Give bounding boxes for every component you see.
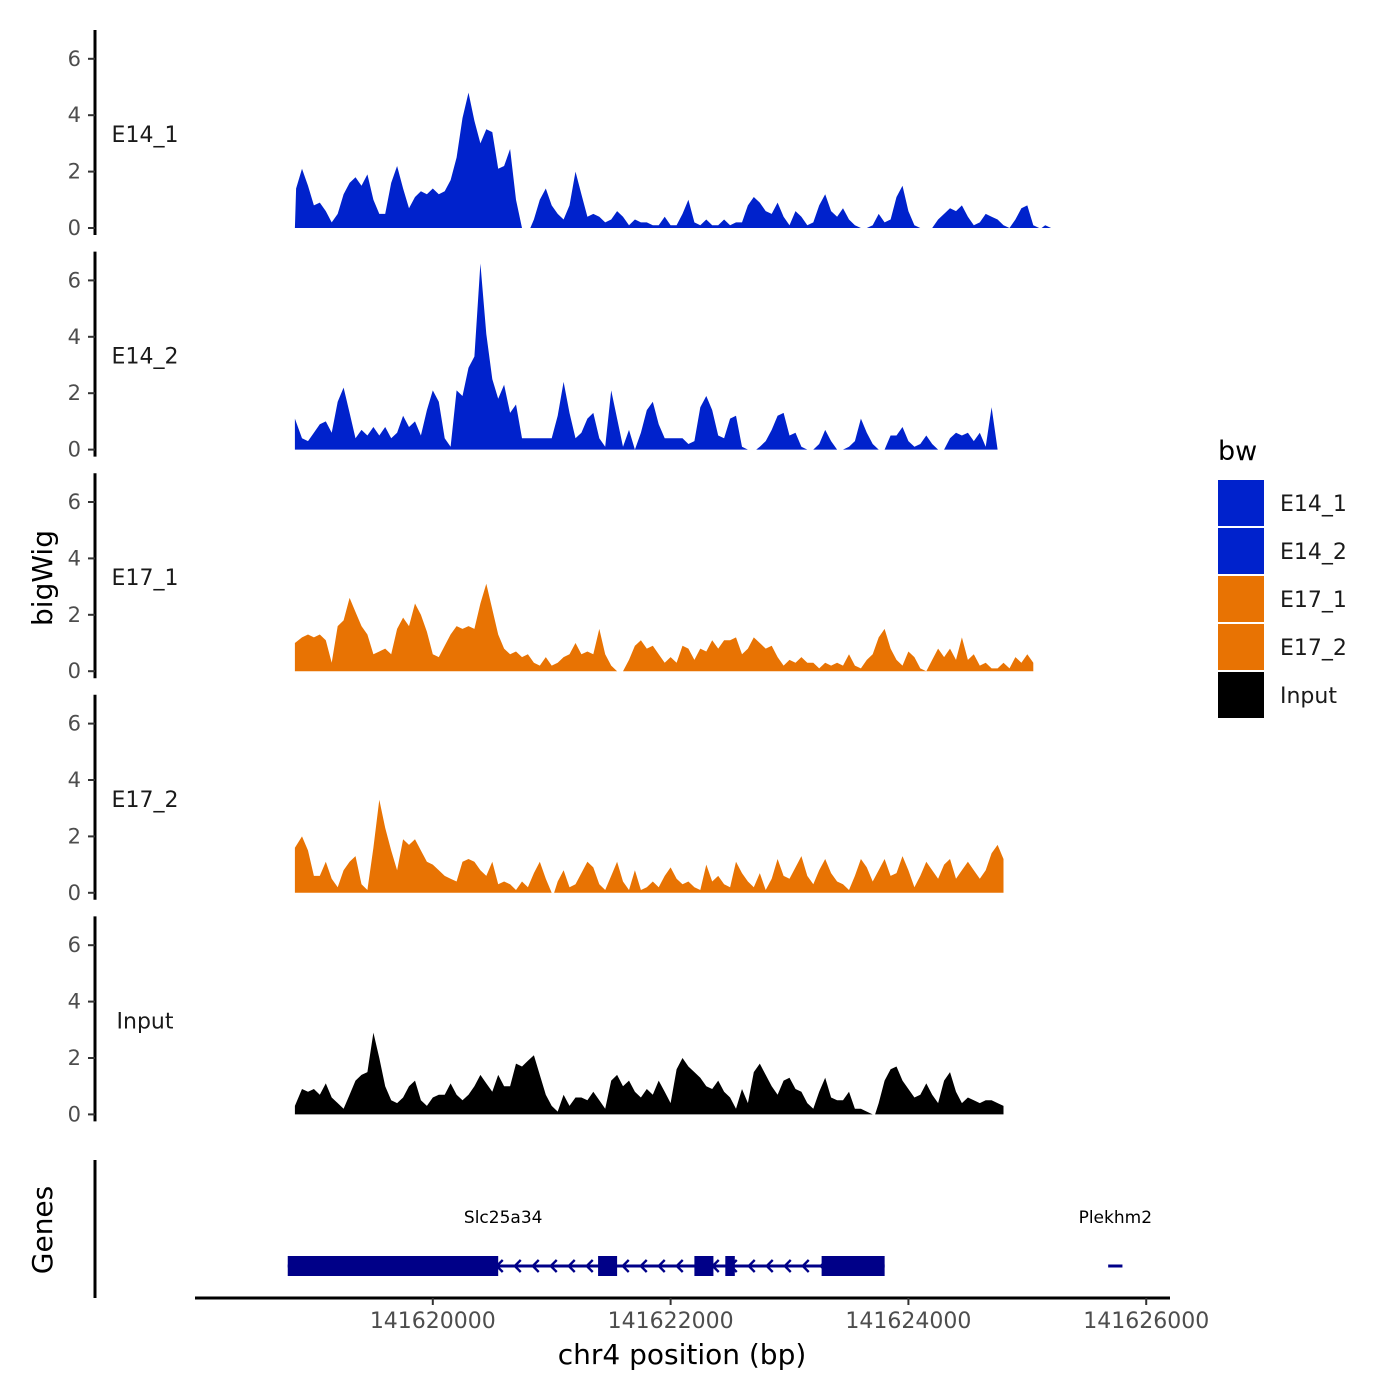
- y-tick-label: 0: [68, 1102, 81, 1126]
- y-tick-label: 6: [68, 712, 81, 736]
- strand-arrow: [639, 1259, 648, 1273]
- exon: [598, 1256, 618, 1276]
- y-tick-label: 6: [68, 47, 81, 71]
- area-E14_1: [294, 92, 1052, 228]
- strand-arrow: [657, 1259, 666, 1273]
- y-tick-label: 4: [68, 325, 81, 349]
- track-Input: 0 2 4 6 Input: [68, 916, 1004, 1126]
- area-Input: [294, 1032, 1004, 1115]
- genes-axis-title: Genes: [26, 1186, 59, 1274]
- gene-Plekhm2: Plekhm2: [1079, 1208, 1152, 1268]
- y-tick-label: 6: [68, 490, 81, 514]
- x-tick-label: 141626000: [1083, 1309, 1209, 1334]
- track-label: E17_2: [112, 788, 179, 813]
- gene-label: Slc25a34: [464, 1208, 543, 1228]
- exon: [694, 1256, 714, 1276]
- legend-swatch: [1218, 528, 1264, 574]
- track-E14_1: 0 2 4 6 E14_1: [68, 30, 1052, 240]
- gene-label: Plekhm2: [1079, 1208, 1152, 1228]
- exon: [725, 1256, 735, 1276]
- exon: [287, 1256, 499, 1276]
- y-tick-label: 2: [68, 1046, 81, 1070]
- y-tick-label: 4: [68, 768, 81, 792]
- y-axis-title: bigWig: [26, 530, 59, 626]
- strand-arrow: [747, 1259, 756, 1273]
- y-tick-label: 0: [68, 216, 81, 240]
- strand-arrow: [513, 1259, 522, 1273]
- exon: [821, 1256, 885, 1276]
- y-tick-label: 2: [68, 381, 81, 405]
- strand-arrow: [567, 1259, 576, 1273]
- y-tick-label: 0: [68, 881, 81, 905]
- y-tick-label: 0: [68, 659, 81, 683]
- y-tick-label: 6: [68, 268, 81, 292]
- track-label: Input: [117, 1009, 174, 1034]
- legend-swatch: [1218, 624, 1264, 670]
- legend-label: Input: [1280, 684, 1337, 709]
- strand-arrow: [621, 1259, 630, 1273]
- strand-arrow: [801, 1259, 810, 1273]
- y-tick-label: 0: [68, 438, 81, 462]
- legend: bw E14_1 E14_2 E17_1 E17_2 Input: [1218, 436, 1347, 718]
- track-E14_2: 0 2 4 6 E14_2: [68, 251, 998, 462]
- strand-arrow: [675, 1259, 684, 1273]
- y-tick-label: 2: [68, 603, 81, 627]
- genes-panel: Slc25a34 Plekhm2: [93, 1160, 1152, 1298]
- y-tick-label: 4: [68, 103, 81, 127]
- area-E17_1: [294, 583, 1034, 672]
- legend-label: E17_2: [1280, 636, 1347, 661]
- strand-arrow: [549, 1259, 558, 1273]
- y-tick-label: 6: [68, 933, 81, 957]
- track-label: E14_1: [112, 123, 179, 148]
- legend-label: E14_2: [1280, 540, 1347, 565]
- legend-label: E14_1: [1280, 492, 1347, 517]
- legend-swatch: [1218, 576, 1264, 622]
- x-tick-label: 141624000: [845, 1309, 971, 1334]
- strand-arrow: [765, 1259, 774, 1273]
- track-E17_1: 0 2 4 6 E17_1: [68, 473, 1034, 683]
- y-tick-label: 2: [68, 160, 81, 184]
- track-label: E17_1: [112, 566, 179, 591]
- x-axis: 141620000 141622000 141624000 141626000: [195, 1296, 1209, 1334]
- legend-label: E17_1: [1280, 588, 1347, 613]
- area-E17_2: [294, 799, 1004, 893]
- y-tick-label: 2: [68, 824, 81, 848]
- y-tick-label: 4: [68, 990, 81, 1014]
- strand-arrow: [531, 1259, 540, 1273]
- y-tick-label: 4: [68, 546, 81, 570]
- legend-swatch: [1218, 480, 1264, 526]
- strand-arrow: [585, 1259, 594, 1273]
- legend-swatch: [1218, 672, 1264, 718]
- x-axis-title: chr4 position (bp): [558, 1338, 807, 1371]
- x-tick-label: 141620000: [370, 1309, 496, 1334]
- signal-tracks: 0 2 4 6 E14_1 0 2 4 6 E14_2 0 2 4 6 E17_1 0 2 4 6 E17_2 0 2 4 6…: [68, 30, 1052, 1126]
- area-E14_2: [294, 263, 998, 450]
- x-tick-label: 141622000: [608, 1309, 734, 1334]
- track-label: E14_2: [112, 345, 179, 370]
- track-E17_2: 0 2 4 6 E17_2: [68, 694, 1004, 905]
- strand-arrow: [783, 1259, 792, 1273]
- legend-title: bw: [1218, 436, 1257, 467]
- gene-Slc25a34: Slc25a34: [287, 1208, 885, 1276]
